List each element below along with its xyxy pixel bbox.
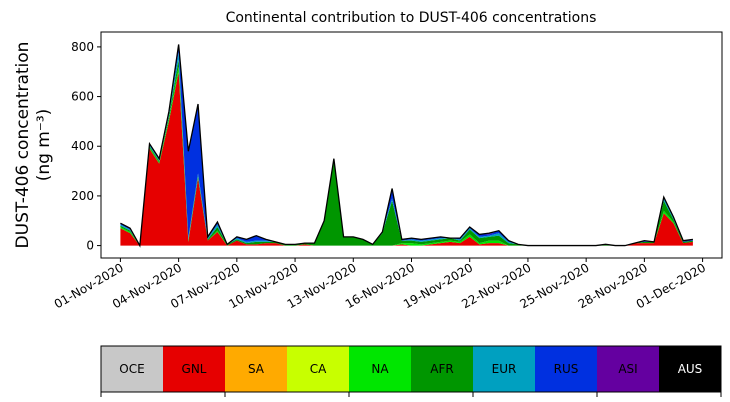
y-tick-label: 0 [86, 239, 94, 253]
total-outline [120, 44, 693, 248]
legend-label-oce: OCE [119, 362, 144, 376]
area-gnl [120, 71, 693, 246]
x-axis: 01-Nov-202004-Nov-202007-Nov-202010-Nov-… [52, 258, 708, 311]
y-axis-label: DUST-406 concentration (ng m⁻³) [13, 42, 54, 249]
y-tick-label: 400 [71, 139, 94, 153]
legend-label-rus: RUS [554, 362, 579, 376]
y-tick-label: 800 [71, 40, 94, 54]
y-tick-label: 200 [71, 189, 94, 203]
legend-label-sa: SA [248, 362, 265, 376]
chart-title: Continental contribution to DUST-406 con… [226, 10, 597, 26]
legend-frame [100, 345, 722, 393]
legend-swatch-sa [225, 346, 288, 392]
y-tick-label: 600 [71, 90, 94, 104]
legend-swatch-oce [101, 346, 164, 392]
legend-label-asi: ASI [618, 362, 637, 376]
legend-swatch-aus [659, 346, 722, 392]
y-axis-label-line2: (ng m⁻³) [34, 109, 54, 182]
legend-label-na: NA [371, 362, 389, 376]
y-axis-label-line1: DUST-406 concentration [13, 42, 33, 249]
legend-label-afr: AFR [430, 362, 453, 376]
area-series-group [120, 44, 693, 246]
legend-swatch-ca [287, 346, 350, 392]
legend-swatch-asi [597, 346, 660, 392]
y-axis: 0 200 400 600 800 [71, 40, 101, 253]
legend-swatch-rus [535, 346, 598, 392]
legend-swatch-na [349, 346, 412, 392]
legend-label-eur: EUR [492, 362, 517, 376]
legend-colorbar: OCE GNL SA CA NA AFR EUR RUS ASI AUS [100, 345, 722, 397]
legend-swatch-afr [411, 346, 474, 392]
legend-swatch-eur [473, 346, 536, 392]
legend-label-aus: AUS [678, 362, 703, 376]
legend-label-ca: CA [310, 362, 327, 376]
legend-swatch-gnl [163, 346, 226, 392]
legend-label-gnl: GNL [182, 362, 207, 376]
